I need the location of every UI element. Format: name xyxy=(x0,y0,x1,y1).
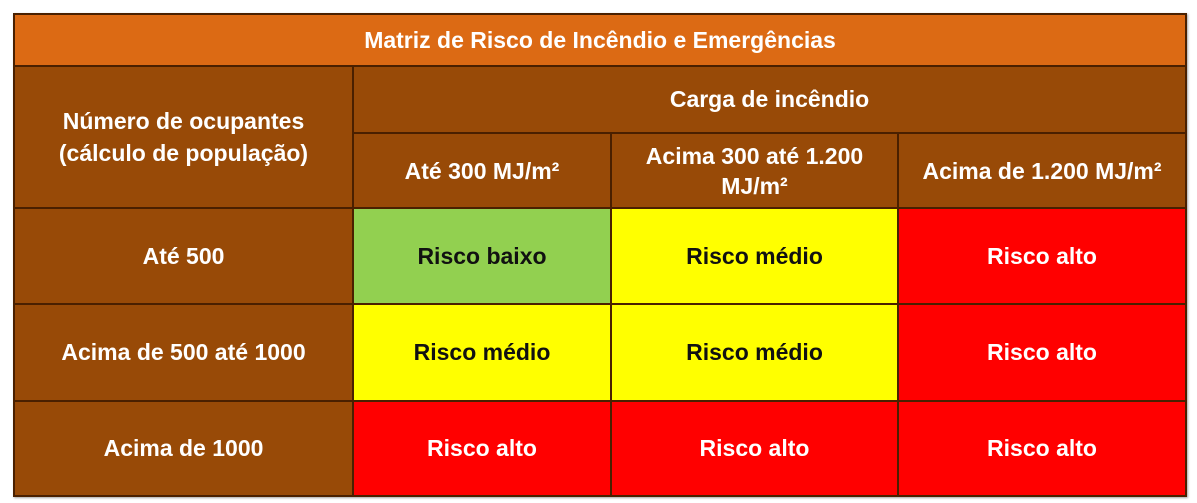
table-row: Acima de 1000 Risco alto Risco alto Risc… xyxy=(13,400,1188,497)
risk-cell-high: Risco alto xyxy=(610,400,899,497)
risk-matrix-table: Matriz de Risco de Incêndio e Emergência… xyxy=(12,13,1188,497)
table-row: Acima de 500 até 1000 Risco médio Risco … xyxy=(13,303,1188,402)
row-label-above-1000: Acima de 1000 xyxy=(13,400,354,497)
matrix-title: Matriz de Risco de Incêndio e Emergência… xyxy=(12,13,1188,67)
column-header-up-to-300: Até 300 MJ/m² xyxy=(352,132,612,209)
column-header-above-1200: Acima de 1.200 MJ/m² xyxy=(896,132,1188,209)
risk-cell-high: Risco alto xyxy=(896,207,1188,305)
risk-cell-high: Risco alto xyxy=(896,303,1188,402)
table-row: Até 500 Risco baixo Risco médio Risco al… xyxy=(13,207,1188,305)
row-label-500-to-1000: Acima de 500 até 1000 xyxy=(13,303,354,402)
row-header-occupants: Número de ocupantes (cálculo de populaçã… xyxy=(13,65,354,209)
risk-cell-medium: Risco médio xyxy=(610,303,899,402)
column-group-header-fire-load: Carga de incêndio xyxy=(351,65,1188,134)
row-label-up-to-500: Até 500 xyxy=(13,207,354,305)
risk-cell-high: Risco alto xyxy=(896,400,1188,497)
risk-cell-low: Risco baixo xyxy=(352,207,612,305)
risk-cell-medium: Risco médio xyxy=(610,207,899,305)
column-header-300-to-1200: Acima 300 até 1.200 MJ/m² xyxy=(610,132,899,209)
risk-cell-medium: Risco médio xyxy=(352,303,612,402)
risk-cell-high: Risco alto xyxy=(352,400,612,497)
